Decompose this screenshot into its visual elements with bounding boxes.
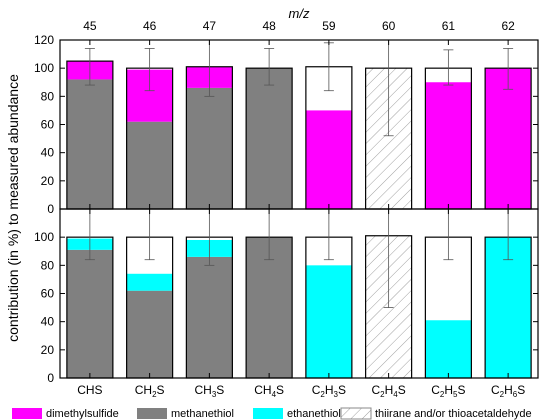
mz-tick-label-5: 60 (382, 19, 396, 33)
plot-frame (59, 39, 539, 379)
mz-tick-label-3: 48 (262, 19, 276, 33)
bar-segment-methanethiol-top-2 (186, 87, 233, 209)
legend-swatch-thiirane (340, 407, 372, 420)
legend-swatch-methanethiol (137, 408, 167, 419)
category-label-3: CH4S (254, 383, 284, 399)
legend-label-thiirane: thiirane and/or thioacetaldehyde (375, 408, 532, 420)
legend-swatch-ethanethiol (253, 408, 283, 419)
bar-segment-dimethylsulfide-top-7 (485, 68, 532, 210)
y-tick-label-bottom-20: 20 (41, 343, 55, 357)
legend-label-ethanethiol: ethanethiol (287, 408, 341, 420)
y-axis-label: contribution (in %) to measured abundanc… (5, 74, 21, 342)
bar-segment-methanethiol-bottom-0 (66, 249, 113, 378)
legend-swatch-dimethylsulfide (12, 408, 42, 419)
bar-segment-ethanethiol-bottom-4 (305, 265, 352, 378)
mz-tick-label-4: 59 (322, 19, 336, 33)
category-label-4: C2H3S (312, 383, 346, 399)
y-tick-label-top-40: 40 (41, 146, 55, 160)
mz-tick-label-2: 47 (203, 19, 217, 33)
category-label-6: C2H5S (431, 383, 465, 399)
bar-segment-ethanethiol-bottom-1 (126, 273, 173, 291)
y-tick-label-bottom-60: 60 (41, 287, 55, 301)
mz-tick-label-1: 46 (143, 19, 157, 33)
y-tick-label-top-80: 80 (41, 89, 55, 103)
category-label-1: CH2S (135, 383, 165, 399)
y-tick-label-bottom-40: 40 (41, 315, 55, 329)
category-label-7: C2H6S (491, 383, 525, 399)
y-tick-label-top-0: 0 (47, 202, 54, 216)
mz-tick-label-0: 45 (83, 19, 97, 33)
category-label-0: CHS (77, 383, 102, 397)
legend: dimethylsulfide methanethiol ethanethiol th… (12, 407, 532, 420)
top-axis-label: m/z (289, 6, 310, 21)
y-tick-label-bottom-80: 80 (41, 258, 55, 272)
mz-tick-label-6: 61 (442, 19, 456, 33)
y-tick-label-top-60: 60 (41, 118, 55, 132)
bar-segment-methanethiol-bottom-2 (186, 256, 233, 378)
bar-segment-ethanethiol-bottom-7 (485, 237, 532, 378)
y-tick-label-bottom-100: 100 (34, 230, 54, 244)
legend-label-dimethylsulfide: dimethylsulfide (46, 408, 119, 420)
bar-segment-dimethylsulfide-top-4 (305, 110, 352, 209)
y-tick-label-bottom-0: 0 (47, 371, 54, 385)
bar-segment-methanethiol-top-3 (246, 68, 293, 210)
mz-tick-label-7: 62 (501, 19, 515, 33)
bars-layer (66, 40, 532, 379)
category-label-2: CH3S (194, 383, 224, 399)
bar-segment-methanethiol-bottom-3 (246, 237, 293, 378)
bar-segment-dimethylsulfide-top-6 (425, 82, 472, 209)
y-tick-label-top-120: 120 (34, 33, 54, 47)
legend-label-methanethiol: methanethiol (171, 408, 234, 420)
bar-segment-methanethiol-top-0 (66, 79, 113, 209)
category-label-5: C2H4S (371, 383, 405, 399)
bar-segment-ethanethiol-bottom-6 (425, 320, 472, 378)
bar-segment-methanethiol-top-1 (126, 121, 173, 209)
bar-segment-methanethiol-bottom-1 (126, 290, 173, 378)
y-tick-label-top-20: 20 (41, 174, 55, 188)
tick-labels: 0 20 40 60 80 100 120 0 20 40 60 80 100 45 46 47 48 59 60 6… (34, 19, 525, 399)
y-tick-label-top-100: 100 (34, 61, 54, 75)
